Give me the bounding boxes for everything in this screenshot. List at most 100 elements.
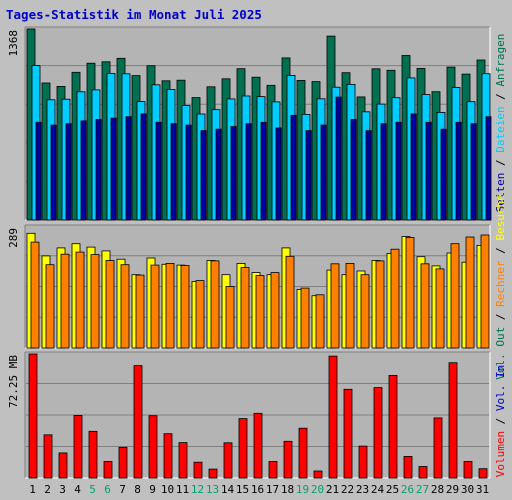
max-value-label: 72.25 MB bbox=[7, 355, 20, 408]
x-tick-label-day-22: 22 bbox=[341, 483, 354, 496]
bar-rechner-day-14 bbox=[225, 286, 235, 349]
bar-rechner-day-8 bbox=[135, 274, 145, 349]
legend-item-seiten: Seiten bbox=[494, 173, 507, 213]
bar-rechner-day-1 bbox=[30, 241, 40, 349]
bar-seiten-day-12 bbox=[200, 130, 207, 221]
bar-volumen-day-13 bbox=[208, 468, 218, 479]
bar-rechner-day-3 bbox=[60, 253, 70, 349]
bar-rechner-day-30 bbox=[465, 236, 475, 349]
x-tick-label-day-19: 19 bbox=[296, 483, 309, 496]
x-tick-label-day-10: 10 bbox=[161, 483, 174, 496]
bar-seiten-day-15 bbox=[245, 123, 252, 221]
series-legend: Vol. Out / Rechner / Besuche bbox=[494, 194, 507, 379]
bar-seiten-day-2 bbox=[50, 124, 57, 221]
x-tick-label-day-20: 20 bbox=[311, 483, 324, 496]
bar-volumen-day-14 bbox=[223, 442, 233, 479]
bar-seiten-day-28 bbox=[440, 128, 447, 221]
bar-seiten-day-23 bbox=[365, 130, 372, 221]
panel-hits: 1368 bbox=[7, 26, 492, 221]
bar-seiten-day-3 bbox=[65, 123, 72, 221]
bar-seiten-day-10 bbox=[170, 123, 177, 221]
legend-separator: / bbox=[494, 411, 507, 431]
bar-volumen-day-7 bbox=[118, 446, 128, 479]
bar-seiten-day-14 bbox=[230, 126, 237, 221]
x-tick-label-day-6: 6 bbox=[104, 483, 111, 496]
bar-volumen-day-21 bbox=[328, 355, 338, 479]
bar-volumen-day-10 bbox=[163, 433, 173, 479]
x-tick-label-day-7: 7 bbox=[119, 483, 126, 496]
bar-rechner-day-28 bbox=[435, 268, 445, 349]
legend-separator: / bbox=[494, 241, 507, 261]
bar-volumen-day-2 bbox=[43, 434, 53, 479]
max-value-label: 1368 bbox=[7, 30, 20, 57]
bar-rechner-day-6 bbox=[105, 260, 115, 349]
bar-volumen-day-1 bbox=[28, 353, 38, 479]
bar-rechner-day-2 bbox=[45, 264, 55, 349]
bar-rechner-day-16 bbox=[255, 275, 265, 349]
bar-rechner-day-26 bbox=[405, 237, 415, 349]
x-tick-label-day-5: 5 bbox=[89, 483, 96, 496]
bar-rechner-day-10 bbox=[165, 262, 175, 349]
bar-rechner-day-24 bbox=[375, 260, 385, 349]
bar-seiten-day-5 bbox=[95, 119, 102, 221]
chart-title: Tages-Statistik im Monat Juli 2025 bbox=[6, 7, 262, 22]
bar-rechner-day-19 bbox=[300, 287, 310, 349]
bar-volumen-day-17 bbox=[268, 461, 278, 479]
bar-seiten-day-4 bbox=[80, 120, 87, 221]
x-tick-label-day-18: 18 bbox=[281, 483, 294, 496]
bar-seiten-day-22 bbox=[350, 119, 357, 221]
bar-volumen-day-8 bbox=[133, 365, 143, 479]
bar-volumen-day-5 bbox=[88, 430, 98, 479]
legend-item-anfragen: Anfragen bbox=[494, 34, 507, 87]
bar-volumen-day-26 bbox=[403, 455, 413, 479]
legend-item-dateien: Dateien bbox=[494, 106, 507, 152]
series-legend: Seiten / Dateien / Anfragen bbox=[494, 34, 507, 213]
x-tick-label-day-12: 12 bbox=[191, 483, 204, 496]
bar-seiten-day-8 bbox=[140, 113, 147, 221]
bar-rechner-day-9 bbox=[150, 264, 160, 349]
x-tick-label-day-11: 11 bbox=[176, 483, 189, 496]
bar-volumen-day-6 bbox=[103, 461, 113, 479]
x-tick-label-day-26: 26 bbox=[401, 483, 414, 496]
bar-rechner-day-23 bbox=[360, 274, 370, 349]
bar-rechner-day-13 bbox=[210, 260, 220, 349]
x-tick-label-day-14: 14 bbox=[221, 483, 235, 496]
bar-seiten-day-13 bbox=[215, 128, 222, 221]
bar-volumen-day-31 bbox=[478, 468, 488, 479]
legend-item-besuche: Besuche bbox=[494, 194, 507, 240]
bar-seiten-day-18 bbox=[290, 114, 297, 221]
bar-volumen-day-23 bbox=[358, 445, 368, 479]
bar-seiten-day-24 bbox=[380, 123, 387, 221]
legend-separator: / bbox=[494, 307, 507, 327]
bar-seiten-day-9 bbox=[155, 121, 162, 221]
bar-seiten-day-19 bbox=[305, 130, 312, 221]
bar-volumen-day-30 bbox=[463, 461, 473, 479]
x-tick-label-day-16: 16 bbox=[251, 483, 264, 496]
bar-volumen-day-3 bbox=[58, 452, 68, 479]
bar-rechner-day-15 bbox=[240, 267, 250, 349]
bar-volumen-day-22 bbox=[343, 388, 353, 479]
legend-item-rechner: Rechner bbox=[494, 260, 507, 307]
bar-seiten-day-29 bbox=[455, 121, 462, 221]
bar-seiten-day-30 bbox=[470, 123, 477, 221]
legend-separator: / bbox=[494, 153, 507, 173]
legend-item-volumen: Volumen bbox=[494, 431, 507, 477]
bar-seiten-day-26 bbox=[410, 113, 417, 221]
bar-seiten-day-6 bbox=[110, 117, 117, 221]
x-tick-label-day-8: 8 bbox=[134, 483, 141, 496]
x-tick-label-day-31: 31 bbox=[476, 483, 489, 496]
x-tick-label-day-1: 1 bbox=[29, 483, 36, 496]
x-tick-label-day-4: 4 bbox=[74, 483, 81, 496]
bar-rechner-day-11 bbox=[180, 265, 190, 349]
bar-rechner-day-5 bbox=[90, 254, 100, 349]
x-tick-label-day-30: 30 bbox=[461, 483, 474, 496]
bar-rechner-day-7 bbox=[120, 264, 130, 349]
x-tick-label-day-23: 23 bbox=[356, 483, 369, 496]
bar-rechner-day-17 bbox=[270, 272, 280, 349]
bar-rechner-day-31 bbox=[480, 234, 490, 349]
bar-volumen-day-9 bbox=[148, 415, 158, 479]
bar-rechner-day-18 bbox=[285, 255, 295, 349]
